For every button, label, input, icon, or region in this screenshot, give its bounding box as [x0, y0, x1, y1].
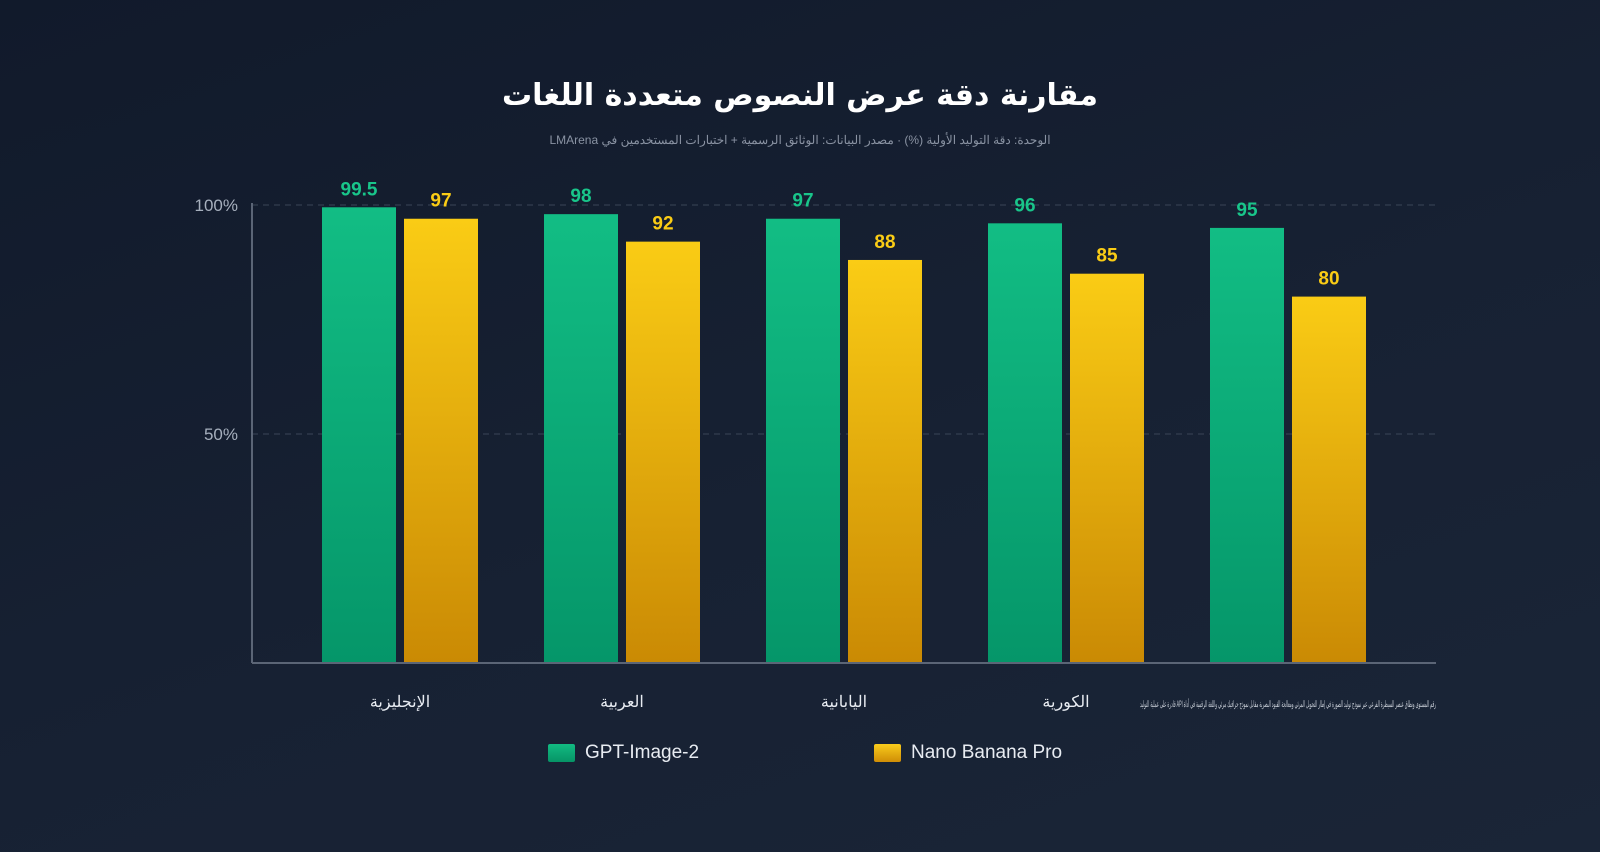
bar-gpt-image-2 — [1210, 227, 1284, 663]
bar-gpt-image-2 — [766, 218, 840, 664]
bar-value-label: 85 — [1096, 246, 1118, 267]
legend-label: GPT-Image-2 — [585, 742, 700, 763]
bar-nano-banana-pro — [1070, 273, 1144, 663]
chart-title: مقارنة دقة عرض النصوص متعددة اللغات — [502, 78, 1098, 113]
x-tick-label: اليابانية — [821, 694, 867, 711]
bar-value-label: 96 — [1014, 195, 1035, 216]
bar-gpt-image-2 — [322, 207, 396, 664]
bar-value-label: 97 — [430, 191, 451, 212]
x-tick-label: رقم المستوى ونطاق عنصر السيطرة الفرعي عب… — [1140, 697, 1436, 710]
bar-value-label: 95 — [1236, 200, 1258, 221]
bar-value-label: 80 — [1318, 269, 1339, 290]
bar-gpt-image-2 — [988, 223, 1062, 663]
x-tick-label: الإنجليزية — [370, 694, 430, 711]
bar-value-label: 98 — [570, 186, 591, 207]
bar-value-label: 97 — [792, 191, 813, 212]
legend-swatch-yellow — [874, 744, 901, 762]
bar-nano-banana-pro — [848, 259, 922, 663]
x-tick-label: الكورية — [1042, 694, 1089, 711]
bar-value-label: 88 — [874, 232, 895, 253]
legend-item-series-1: GPT-Image-2 — [548, 742, 699, 764]
bar-nano-banana-pro — [626, 241, 700, 663]
x-tick-label: العربية — [600, 694, 644, 711]
y-tick-label: 100% — [195, 196, 238, 215]
legend-label: Nano Banana Pro — [911, 742, 1063, 763]
bar-nano-banana-pro — [404, 218, 478, 664]
bar-gpt-image-2 — [544, 214, 618, 663]
bar-value-label: 99.5 — [341, 179, 378, 200]
legend-swatch-green — [548, 744, 575, 762]
legend-item-series-2: Nano Banana Pro — [874, 742, 1062, 764]
bar-nano-banana-pro — [1292, 296, 1366, 663]
chart-subtitle: الوحدة: دقة التوليد الأولية (%) · مصدر ا… — [549, 133, 1051, 147]
bar-value-label: 92 — [652, 214, 673, 235]
y-tick-label: 50% — [204, 425, 238, 444]
chart-legend: GPT-Image-2 Nano Banana Pro — [0, 742, 1600, 772]
